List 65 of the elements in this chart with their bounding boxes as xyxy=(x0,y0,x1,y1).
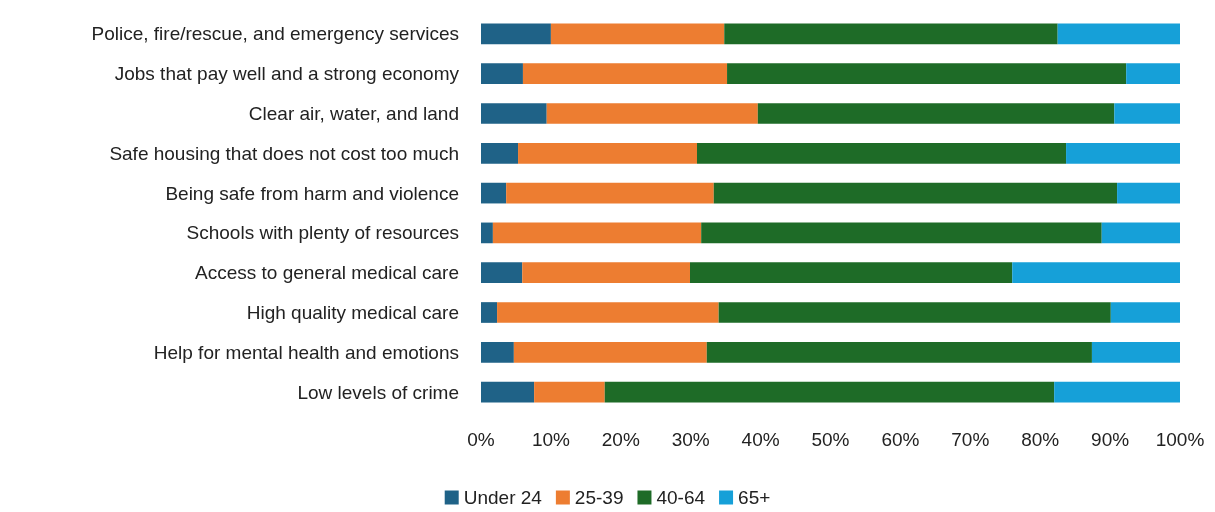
bar xyxy=(522,262,690,284)
bar xyxy=(481,23,551,45)
legend-label: 25-39 xyxy=(574,487,624,508)
legend-label: 65+ xyxy=(738,487,771,508)
legend-label: Under 24 xyxy=(463,487,543,508)
bar xyxy=(481,302,498,323)
bar xyxy=(1110,302,1180,323)
x-tick-label: 50% xyxy=(811,429,850,450)
y-tick-label: Help for mental health and emotions xyxy=(153,341,459,363)
x-tick-label: 70% xyxy=(951,429,990,450)
bar xyxy=(727,63,1127,85)
y-tick-label: Being safe from harm and violence xyxy=(165,182,459,204)
bar xyxy=(1091,341,1180,363)
bar xyxy=(1117,182,1180,204)
legend-label: 40-64 xyxy=(656,487,706,508)
bar xyxy=(492,222,702,244)
bar xyxy=(1126,63,1180,85)
x-tick-label: 80% xyxy=(1021,429,1060,450)
x-tick-label: 60% xyxy=(881,429,920,450)
bar xyxy=(481,262,523,284)
bar xyxy=(534,381,605,403)
y-tick-label: Safe housing that does not cost too much xyxy=(109,142,459,164)
bar xyxy=(481,142,519,164)
bar xyxy=(481,381,535,403)
x-tick-label: 30% xyxy=(671,429,710,450)
bar xyxy=(706,341,1092,363)
bar xyxy=(1012,262,1180,284)
bar xyxy=(481,341,514,363)
bar xyxy=(506,182,714,204)
bar xyxy=(713,182,1118,204)
x-tick-label: 90% xyxy=(1091,429,1130,450)
y-tick-label: High quality medical care xyxy=(246,302,459,323)
bar xyxy=(481,222,493,244)
y-tick-label: Police, fire/rescue, and emergency services xyxy=(91,23,459,45)
bar xyxy=(513,341,707,363)
bar xyxy=(718,302,1111,323)
bar xyxy=(546,103,758,124)
x-tick-label: 0% xyxy=(467,429,495,450)
bar xyxy=(757,103,1115,124)
bar xyxy=(1057,23,1180,45)
bar xyxy=(1114,103,1180,124)
bar xyxy=(550,23,725,45)
y-tick-label: Schools with plenty of resources xyxy=(186,222,459,244)
bar xyxy=(604,381,1055,403)
bar xyxy=(1101,222,1180,244)
bar xyxy=(690,262,1013,284)
bar xyxy=(522,63,728,85)
bar xyxy=(497,302,719,323)
x-tick-label: 40% xyxy=(741,429,780,450)
bar xyxy=(1066,142,1180,164)
bar xyxy=(1054,381,1180,403)
bar xyxy=(481,63,523,85)
y-tick-label: Clear air, water, and land xyxy=(248,103,459,124)
y-tick-label: Jobs that pay well and a strong economy xyxy=(114,63,460,85)
bar xyxy=(696,142,1067,164)
x-tick-label: 20% xyxy=(601,429,640,450)
y-tick-label: Low levels of crime xyxy=(297,381,459,403)
x-tick-label: 10% xyxy=(531,429,571,450)
y-tick-label: Access to general medical care xyxy=(194,262,459,284)
bar xyxy=(481,182,507,204)
bar xyxy=(518,142,697,164)
bar xyxy=(481,103,547,124)
x-tick-label: 100% xyxy=(1155,429,1205,450)
bar xyxy=(724,23,1058,45)
bar xyxy=(701,222,1102,244)
